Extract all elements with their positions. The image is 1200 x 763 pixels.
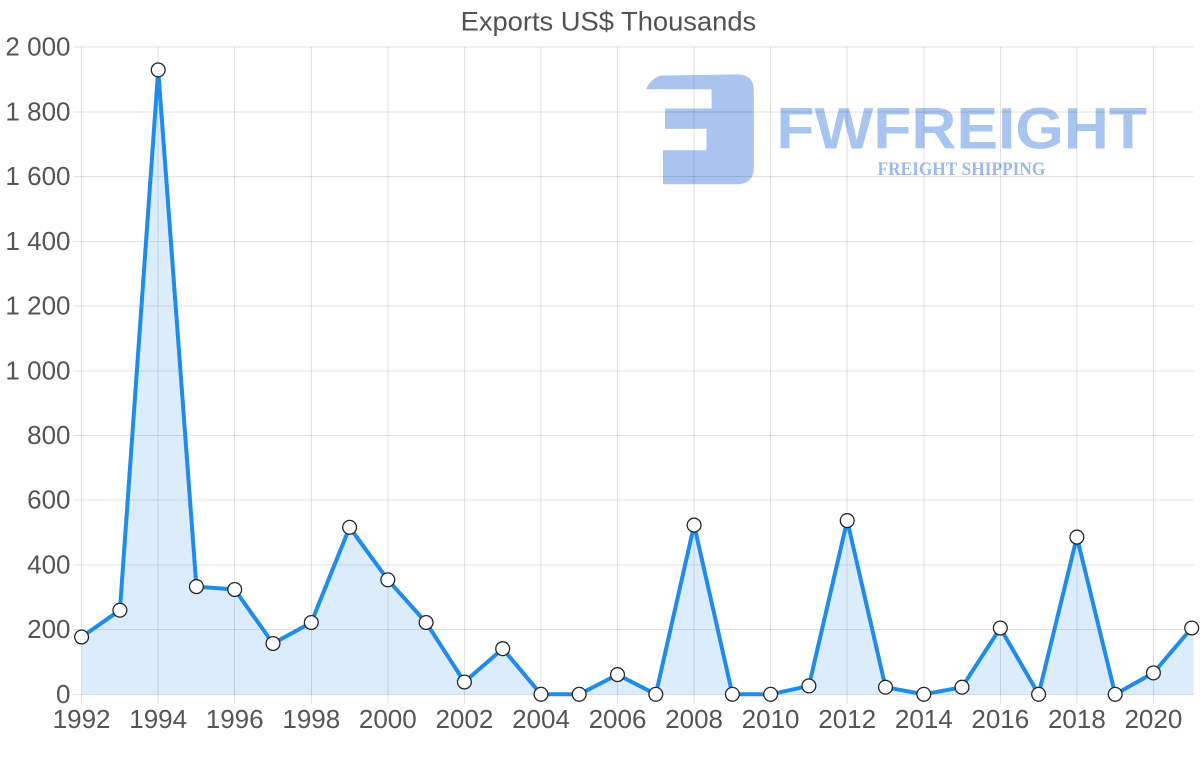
svg-text:FWFREIGHT: FWFREIGHT — [776, 97, 1147, 162]
svg-text:1 600: 1 600 — [5, 161, 70, 191]
svg-text:2010: 2010 — [742, 704, 800, 734]
svg-text:200: 200 — [27, 614, 70, 644]
svg-text:Exports US$ Thousands: Exports US$ Thousands — [461, 7, 757, 37]
svg-text:1 400: 1 400 — [5, 226, 70, 256]
svg-text:2014: 2014 — [895, 704, 953, 734]
svg-text:2020: 2020 — [1124, 704, 1182, 734]
svg-text:1994: 1994 — [129, 704, 187, 734]
svg-text:1 000: 1 000 — [5, 355, 70, 385]
svg-text:1998: 1998 — [282, 704, 340, 734]
svg-text:2002: 2002 — [435, 704, 493, 734]
svg-text:800: 800 — [27, 420, 70, 450]
svg-text:1 800: 1 800 — [5, 96, 70, 126]
svg-text:1992: 1992 — [53, 704, 111, 734]
svg-text:2004: 2004 — [512, 704, 570, 734]
svg-text:2008: 2008 — [665, 704, 723, 734]
svg-text:2018: 2018 — [1048, 704, 1106, 734]
svg-text:FREIGHT SHIPPING: FREIGHT SHIPPING — [878, 159, 1046, 180]
svg-text:2 000: 2 000 — [5, 32, 70, 62]
svg-text:1 200: 1 200 — [5, 291, 70, 321]
svg-text:400: 400 — [27, 549, 70, 579]
svg-text:2012: 2012 — [818, 704, 876, 734]
svg-text:600: 600 — [27, 485, 70, 515]
svg-text:2006: 2006 — [589, 704, 647, 734]
svg-text:2000: 2000 — [359, 704, 417, 734]
svg-text:1996: 1996 — [206, 704, 264, 734]
svg-text:0: 0 — [56, 679, 70, 709]
svg-text:2016: 2016 — [971, 704, 1029, 734]
